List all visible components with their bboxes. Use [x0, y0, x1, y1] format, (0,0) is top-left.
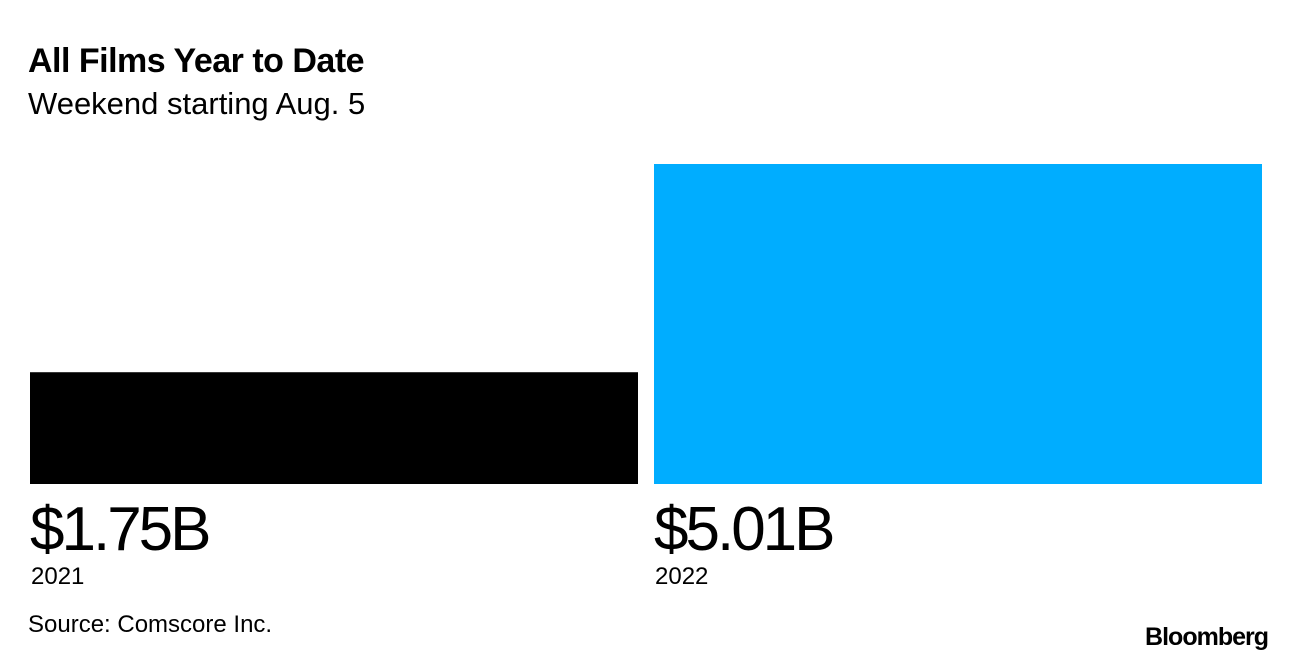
chart-subtitle: Weekend starting Aug. 5 [28, 86, 366, 121]
category-label-2021: 2021 [31, 563, 84, 590]
source-note: Source: Comscore Inc. [28, 611, 273, 638]
bar-2021 [30, 372, 638, 484]
bar-2022 [654, 164, 1262, 484]
bloomberg-logo: Bloomberg [1145, 623, 1269, 651]
value-label-2022: $5.01B [654, 495, 833, 564]
category-label-2022: 2022 [655, 563, 708, 590]
chart-title: All Films Year to Date [28, 42, 365, 80]
value-label-2021: $1.75B [30, 495, 209, 564]
